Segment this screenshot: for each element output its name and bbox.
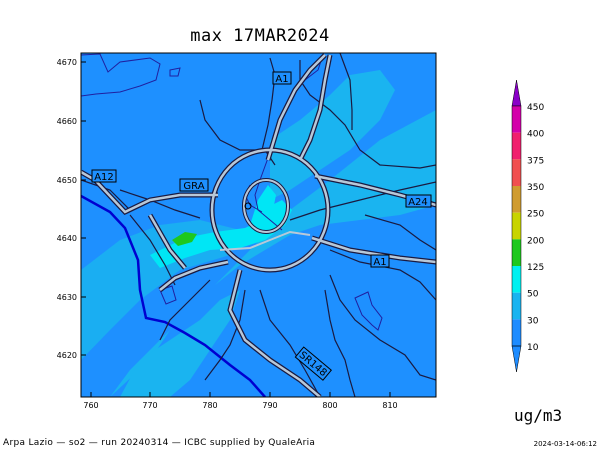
map-frame (80, 52, 437, 398)
y-tick-label: 4620 (57, 351, 77, 360)
map-title: max 17MAR2024 (190, 26, 330, 46)
y-tick-label: 4630 (57, 293, 77, 302)
coastline (81, 194, 266, 397)
colorbar-level-label: 400 (527, 130, 544, 140)
x-tick-label: 770 (142, 401, 157, 410)
y-tick-label: 4660 (57, 117, 77, 126)
plume-30-b (270, 70, 395, 200)
colorbar-level-label: 450 (527, 103, 544, 113)
colorbar-segment (512, 266, 521, 293)
x-tick-label: 780 (202, 401, 217, 410)
city-center-marker (244, 202, 252, 210)
boundaries (81, 53, 436, 397)
colorbar-segment (512, 212, 521, 240)
road-label-a1-south: A1 (373, 257, 386, 268)
road-label-gra: GRA (183, 181, 204, 192)
axis-ticks (81, 61, 391, 397)
concentration-map: A1 A12 GRA A24 A1 SR148 (81, 53, 436, 397)
footer-credits: Arpa Lazio — so2 — run 20240314 — ICBC s… (3, 438, 316, 448)
colorbar-level-label: 50 (527, 290, 539, 300)
y-axis-labels: 4670 4660 4650 4640 4630 4620 (57, 58, 77, 360)
y-tick-label: 4650 (57, 176, 77, 185)
road-label-a12: A12 (94, 172, 114, 183)
colorbar-segment (512, 292, 521, 320)
colorbar-segment (512, 186, 521, 213)
y-tick-label: 4670 (57, 58, 77, 67)
road-label-a1-north: A1 (275, 74, 288, 85)
x-tick-label: 800 (322, 401, 337, 410)
colorbar-segment (512, 106, 521, 133)
colorbar-segment (512, 239, 521, 266)
plume-125 (172, 232, 197, 246)
x-tick-label: 790 (262, 401, 277, 410)
lake-outline (159, 285, 177, 305)
colorbar-frame (511, 105, 522, 347)
colorbar-level-label: 375 (527, 156, 544, 166)
colorbar-level-label: 200 (527, 236, 544, 246)
colorbar-bottom-arrow (511, 345, 522, 373)
colorbar-level-label: 250 (527, 210, 544, 220)
x-tick-label: 760 (83, 401, 98, 410)
colorbar-level-label: 350 (527, 183, 544, 193)
colorbar-segment (512, 319, 521, 346)
colorbar-level-label: 30 (527, 316, 539, 326)
lake-outline (354, 291, 383, 331)
x-tick-label: 810 (382, 401, 397, 410)
plume-50-b (250, 185, 276, 230)
colorbar-level-label: 125 (527, 263, 544, 273)
lake-outline (169, 67, 181, 77)
unit-label: ug/m3 (514, 406, 563, 425)
lake-outline (81, 53, 161, 97)
plume-30-d (120, 290, 240, 397)
plume-50 (150, 200, 292, 268)
footer-timestamp: 2024-03-14-06:12 (533, 440, 597, 448)
colorbar-top-arrow (511, 79, 522, 107)
y-tick-label: 4640 (57, 234, 77, 243)
x-axis-labels: 760 770 780 790 800 810 (83, 401, 397, 410)
plume-30-c (81, 220, 240, 360)
colorbar-legend: 450 400 375 350 250 200 125 50 30 10 (511, 79, 544, 373)
road-label-a24: A24 (408, 197, 428, 208)
colorbar-segment (512, 159, 521, 186)
colorbar-segment (512, 132, 521, 160)
colorbar-level-label: 10 (527, 343, 539, 353)
